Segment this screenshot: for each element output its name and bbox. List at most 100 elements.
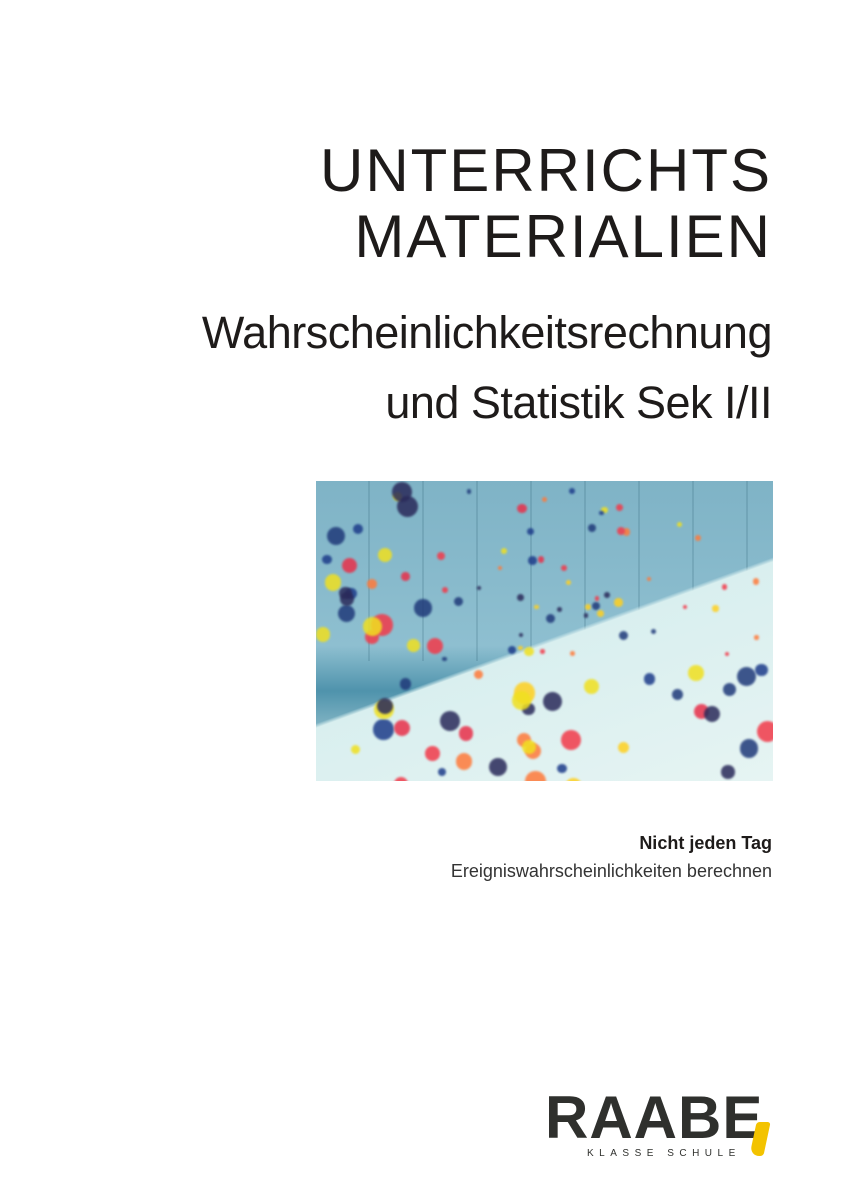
ball: [407, 639, 420, 652]
ball: [614, 598, 623, 607]
ball: [534, 605, 539, 610]
ball: [682, 604, 688, 610]
ball: [501, 547, 508, 555]
ball: [400, 678, 412, 690]
ball: [543, 691, 563, 711]
ball: [322, 554, 332, 565]
ball: [570, 651, 576, 656]
ball: [569, 488, 576, 495]
ball: [584, 679, 599, 695]
ball: [688, 665, 704, 681]
ball: [524, 647, 534, 657]
ball: [643, 672, 656, 685]
ball: [583, 613, 589, 618]
ball: [324, 573, 342, 591]
ball: [353, 524, 364, 535]
ball: [327, 527, 346, 546]
ball: [517, 503, 528, 514]
ball: [351, 745, 361, 755]
ball: [467, 489, 472, 494]
ball: [672, 688, 684, 700]
ball: [453, 596, 464, 607]
ball: [527, 527, 535, 535]
ball: [591, 601, 601, 611]
ball: [414, 599, 432, 617]
lesson-info: Nicht jeden Tag Ereigniswahrscheinlichke…: [451, 830, 772, 886]
ball: [476, 586, 482, 591]
ball: [525, 771, 546, 781]
subject-title: Wahrscheinlichkeitsrechnung und Statisti…: [202, 298, 773, 438]
logo-wordmark: RAABE: [545, 1084, 764, 1151]
ball: [442, 656, 448, 662]
ball: [739, 739, 759, 758]
ball: [377, 698, 394, 715]
ball: [339, 586, 353, 600]
ball: [565, 777, 582, 781]
ball: [540, 649, 545, 654]
ball: [473, 670, 483, 680]
ball: [518, 645, 523, 650]
ball: [393, 719, 410, 736]
ball: [677, 521, 683, 527]
series-title-line2: MATERIALIEN: [354, 203, 772, 270]
ball: [755, 663, 769, 677]
ball: [561, 730, 582, 751]
ball: [537, 556, 544, 563]
ball: [545, 614, 555, 624]
ball: [521, 740, 536, 755]
ball: [363, 617, 382, 636]
ball: [341, 558, 357, 573]
ball: [617, 527, 626, 536]
lesson-title: Nicht jeden Tag: [639, 833, 772, 853]
ball: [458, 726, 474, 741]
ball: [588, 524, 597, 533]
ball: [585, 604, 592, 610]
ball: [425, 746, 440, 761]
ball: [393, 776, 409, 781]
ball: [561, 564, 568, 571]
subject-title-line2: und Statistik Sek I/II: [385, 377, 772, 428]
ball: [601, 506, 608, 514]
ball: [373, 718, 394, 740]
ball: [557, 763, 567, 774]
ball: [757, 720, 773, 742]
ball: [723, 682, 737, 696]
ball: [455, 753, 472, 770]
series-title: UNTERRICHTS MATERIALIEN: [320, 138, 772, 270]
ball: [337, 604, 356, 623]
ball: [721, 584, 728, 590]
ball: [516, 594, 525, 602]
cover-image: [316, 481, 773, 781]
ball: [703, 706, 720, 723]
ball: [721, 765, 735, 779]
ball: [712, 605, 719, 612]
ball: [401, 572, 410, 581]
ball: [541, 496, 548, 503]
ball: [507, 646, 516, 655]
raabe-logo: RAABE KLASSE SCHULE: [545, 1088, 780, 1168]
ball: [528, 556, 538, 566]
ball: [436, 552, 446, 561]
ball: [392, 481, 413, 502]
ball: [426, 637, 443, 654]
ball: [752, 578, 760, 586]
ball: [597, 610, 604, 618]
ball: [754, 635, 759, 640]
logo-tagline: KLASSE SCHULE: [587, 1148, 741, 1159]
ball: [566, 580, 571, 586]
ball: [367, 579, 377, 589]
ball: [488, 757, 508, 777]
ball: [518, 632, 524, 638]
ball: [650, 628, 657, 634]
ball: [594, 596, 600, 601]
ball: [604, 592, 610, 598]
ball: [617, 741, 629, 754]
ball: [442, 586, 449, 593]
ball: [599, 510, 604, 516]
ball: [623, 528, 631, 536]
ball: [616, 503, 624, 511]
ball: [557, 607, 563, 613]
ball: [437, 767, 446, 777]
ball: [647, 576, 652, 582]
ball: [695, 534, 702, 541]
